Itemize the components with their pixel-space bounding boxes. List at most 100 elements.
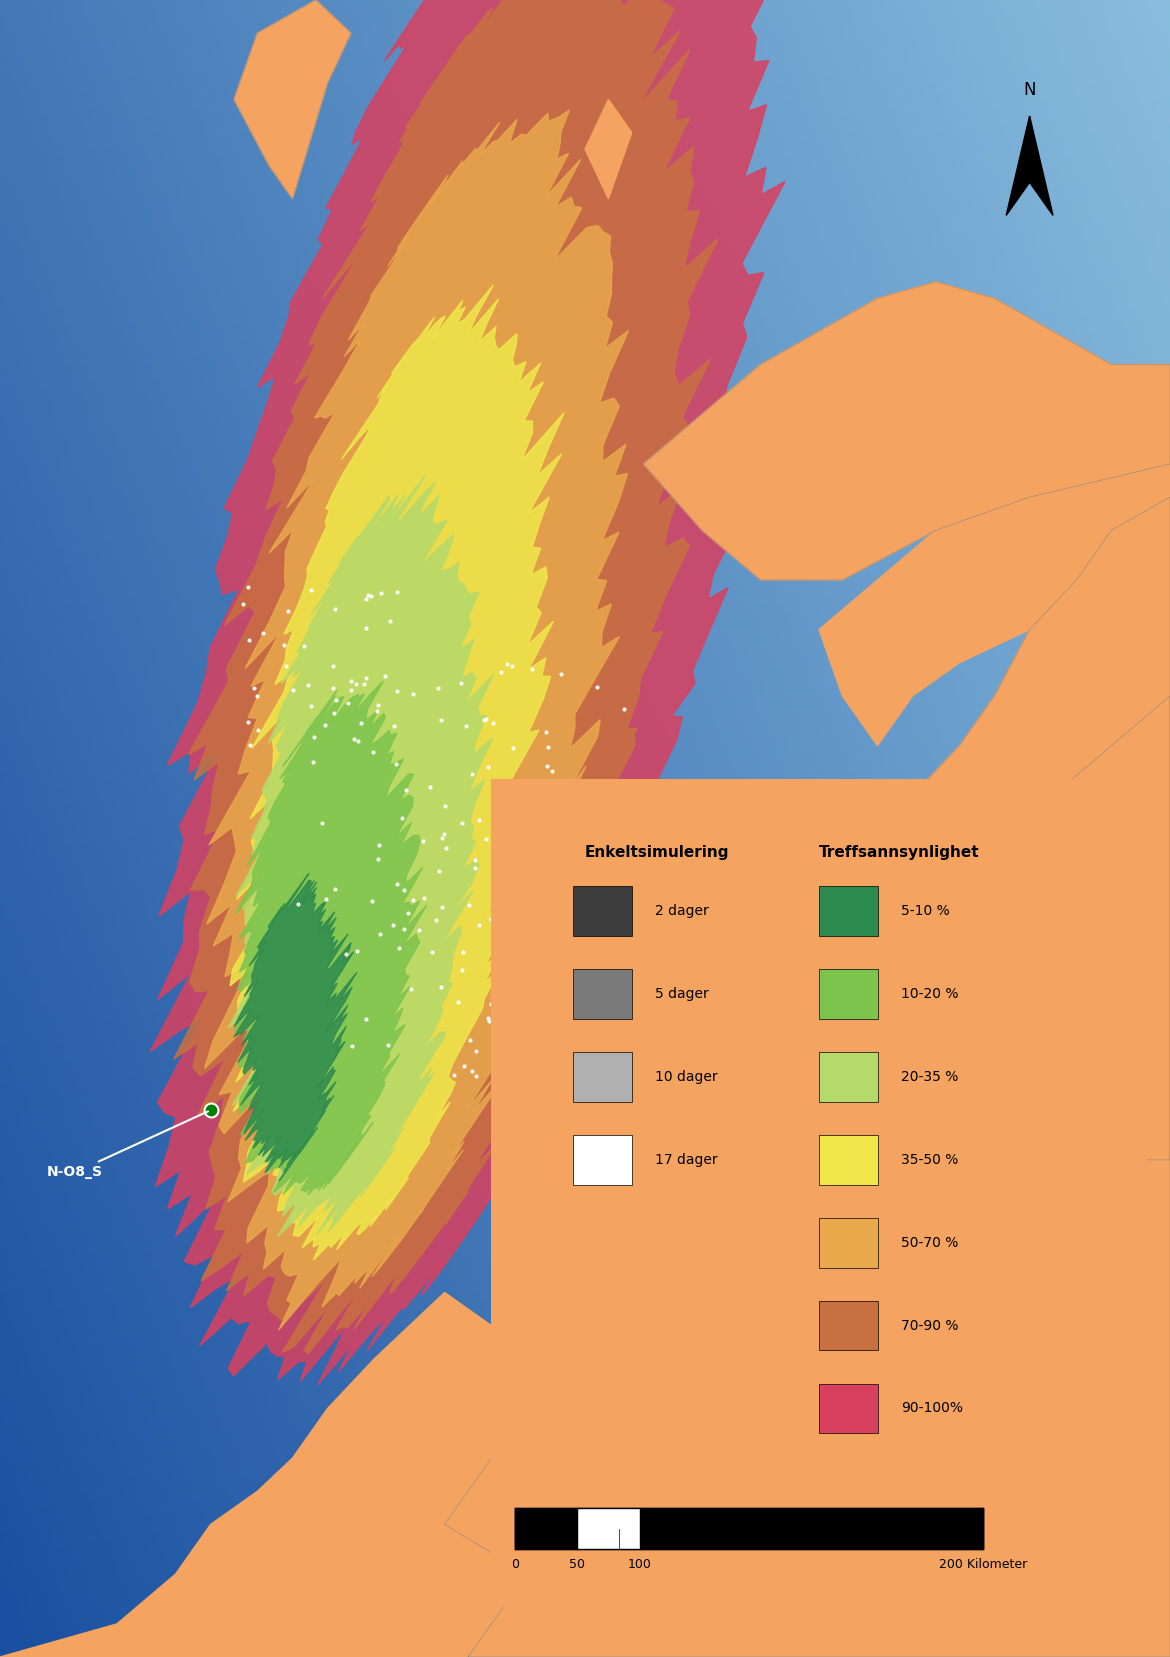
- Point: [597, 852, 615, 878]
- Point: [594, 815, 613, 842]
- Point: [453, 810, 472, 837]
- Point: [524, 853, 543, 880]
- Bar: [819, 886, 878, 936]
- Text: Treffsannsynlighet: Treffsannsynlighet: [819, 845, 979, 860]
- Text: N: N: [1024, 81, 1035, 99]
- Bar: [515, 1508, 577, 1549]
- Point: [433, 825, 452, 852]
- Point: [277, 653, 296, 679]
- Polygon shape: [1006, 116, 1030, 215]
- Point: [342, 676, 360, 703]
- Point: [469, 807, 488, 833]
- Point: [522, 843, 541, 870]
- Bar: [573, 886, 632, 936]
- Point: [241, 732, 260, 759]
- Point: [357, 664, 376, 691]
- Bar: [819, 969, 878, 1019]
- Point: [587, 674, 606, 701]
- Point: [598, 921, 617, 948]
- Point: [351, 709, 370, 736]
- Point: [372, 580, 391, 606]
- Text: 10-20 %: 10-20 %: [901, 988, 958, 1001]
- Point: [542, 759, 560, 785]
- Point: [524, 1042, 543, 1069]
- Point: [585, 1024, 604, 1051]
- Point: [484, 709, 503, 736]
- Point: [479, 754, 497, 780]
- Point: [387, 870, 406, 896]
- Point: [493, 918, 511, 944]
- Point: [355, 671, 373, 698]
- Point: [480, 1007, 498, 1034]
- Point: [387, 578, 406, 605]
- Point: [591, 787, 610, 814]
- Bar: [819, 1301, 878, 1350]
- Point: [536, 809, 555, 835]
- Polygon shape: [230, 285, 564, 1259]
- Point: [489, 804, 508, 830]
- Point: [528, 868, 546, 895]
- Point: [429, 858, 448, 885]
- Point: [456, 713, 475, 739]
- Point: [371, 921, 390, 948]
- Point: [550, 931, 569, 958]
- Point: [454, 940, 473, 966]
- Point: [240, 628, 259, 655]
- Point: [579, 920, 598, 946]
- Bar: [515, 1508, 983, 1549]
- Point: [369, 691, 387, 717]
- Point: [687, 951, 706, 978]
- Point: [401, 976, 420, 1002]
- Point: [503, 734, 522, 761]
- Point: [539, 930, 558, 956]
- Point: [500, 926, 518, 953]
- Bar: [515, 1508, 983, 1549]
- Text: Enkeltsimulering: Enkeltsimulering: [585, 845, 730, 860]
- Point: [343, 1032, 362, 1059]
- Point: [312, 810, 331, 837]
- Point: [422, 940, 441, 966]
- Point: [452, 669, 470, 696]
- Polygon shape: [585, 99, 632, 199]
- Point: [316, 711, 335, 737]
- Point: [413, 828, 432, 855]
- Point: [629, 799, 648, 825]
- Point: [426, 906, 445, 933]
- Polygon shape: [228, 476, 494, 1236]
- Point: [476, 825, 495, 852]
- Point: [404, 886, 422, 913]
- Point: [475, 708, 494, 734]
- Point: [384, 713, 402, 739]
- Bar: [491, 779, 1147, 1607]
- Point: [394, 877, 413, 903]
- Point: [390, 935, 408, 961]
- Point: [448, 989, 467, 1016]
- Point: [346, 671, 365, 698]
- Point: [278, 598, 297, 625]
- Point: [337, 940, 356, 966]
- Point: [589, 994, 607, 1021]
- Point: [438, 835, 456, 862]
- Point: [461, 1027, 480, 1054]
- Point: [453, 958, 472, 984]
- Bar: [819, 1384, 878, 1433]
- Point: [379, 1032, 398, 1059]
- Point: [394, 915, 413, 941]
- Text: 5-10 %: 5-10 %: [901, 905, 950, 918]
- Bar: [573, 1135, 632, 1185]
- Point: [432, 973, 450, 999]
- Point: [667, 971, 686, 998]
- Point: [502, 824, 521, 850]
- Polygon shape: [1030, 116, 1053, 215]
- Point: [687, 847, 706, 873]
- Point: [691, 974, 710, 1001]
- Point: [523, 784, 542, 810]
- Point: [504, 933, 523, 959]
- Point: [522, 655, 541, 681]
- Point: [367, 698, 386, 724]
- Point: [369, 845, 387, 872]
- Point: [491, 659, 510, 686]
- Point: [573, 920, 592, 946]
- Polygon shape: [234, 873, 357, 1181]
- Point: [462, 1057, 481, 1084]
